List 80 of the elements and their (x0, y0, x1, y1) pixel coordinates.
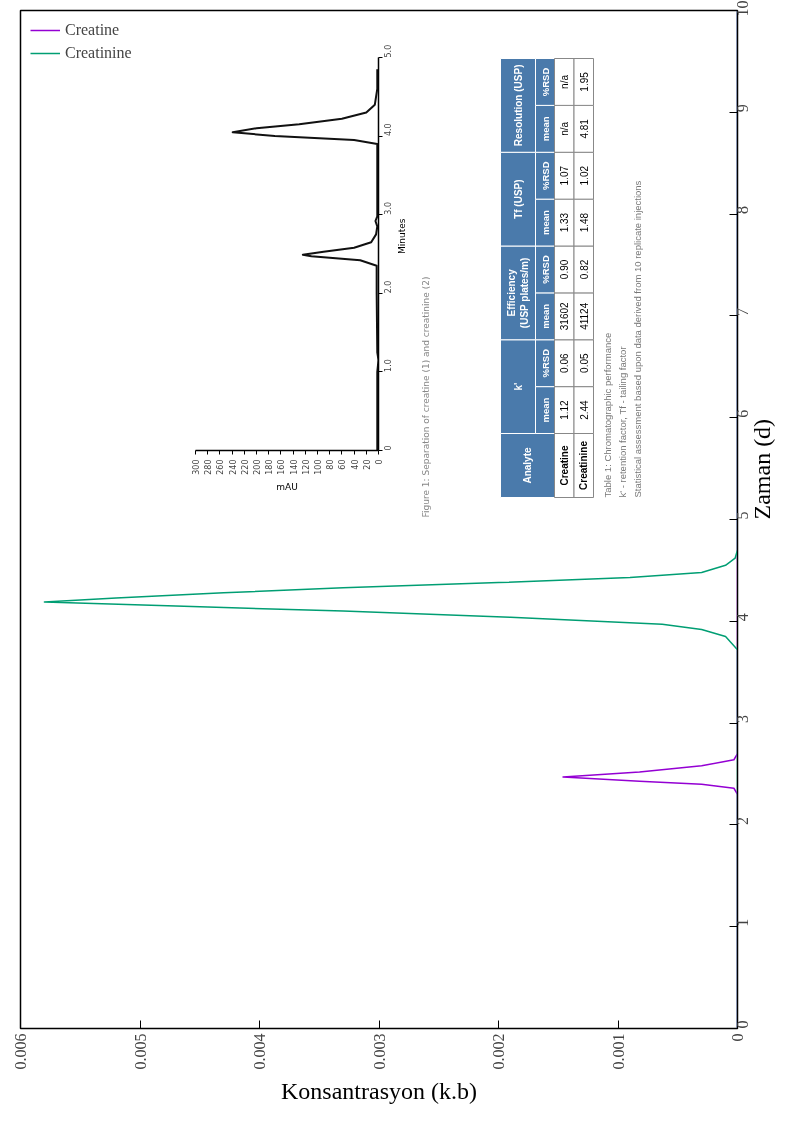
y-axis-title: Zaman (d) (748, 418, 775, 520)
x-tick-label: 180 (265, 459, 275, 475)
text: 4.81 (578, 119, 590, 139)
category-label: %RSD (539, 161, 551, 190)
text: 0.82 (578, 259, 590, 280)
x-tick-label: 80 (326, 459, 336, 470)
text: 1.07 (559, 165, 571, 186)
text: n/a (558, 121, 570, 136)
category-label: mean (539, 209, 551, 235)
y-tick-label: 9 (734, 104, 751, 113)
category-label: %RSD (539, 255, 551, 284)
annotation: Efficiency (USP plates/m) (506, 257, 530, 329)
annotation: Statistical assessment based upon data derived from 10 replicate injections (632, 180, 643, 498)
x-tick-label: 300 (192, 459, 201, 475)
annotation: Table 1: Chromatographic performance (602, 332, 613, 498)
x-tick-label: 160 (277, 459, 287, 475)
text: 1.95 (578, 72, 590, 92)
y-tick-label: 4 (734, 613, 751, 622)
annotation: Tf (USP) (512, 179, 524, 219)
x-tick-label: 100 (314, 459, 323, 475)
text: 41124 (578, 302, 590, 330)
y-tick-label: 1 (734, 918, 751, 927)
annotation: Resolution (USP) (512, 64, 524, 147)
y-tick-label: 2 (734, 816, 751, 825)
x-tick-label: 240 (228, 459, 238, 475)
category-label: %RSD (539, 348, 551, 378)
text: 0.05 (578, 353, 590, 373)
annotation: k' - retention factor, Tf - tailing factor (617, 346, 628, 498)
x-tick-label: 0.005 (131, 1033, 149, 1070)
x-tick-label: 20 (362, 459, 372, 470)
category-label: Creatine (558, 445, 570, 486)
y-tick-label: 0 (734, 1020, 751, 1029)
x-tick-label: 200 (253, 459, 262, 475)
category-label: mean (539, 116, 551, 142)
text: 0.90 (559, 259, 571, 280)
x-tick-label: 0.006 (12, 1033, 29, 1070)
y-tick-label: 3 (734, 715, 751, 724)
y-tick-label: 5 (734, 511, 751, 520)
y-tick-label: 0 (384, 445, 393, 451)
y-tick-label: 8 (734, 206, 751, 215)
category-label: mean (539, 303, 551, 329)
category-label: mean (539, 397, 551, 423)
text: 31602 (559, 302, 571, 331)
legend-label: Creatine (65, 21, 120, 39)
x-tick-label: 140 (289, 459, 299, 475)
y-tick-label: 4.0 (384, 123, 393, 137)
y-tick-label: 5.0 (384, 44, 393, 58)
y-tick-label: 1.0 (384, 359, 393, 372)
text: 1.02 (578, 165, 590, 186)
annotation: Analyte (522, 447, 533, 484)
x-tick-label: 260 (216, 459, 226, 475)
y-axis-title: Minutes (396, 218, 407, 254)
category-label: Creatinine (578, 441, 590, 490)
x-tick-label: 0 (375, 459, 384, 465)
text: 2.44 (578, 400, 590, 420)
text: 0.06 (559, 353, 571, 373)
text: n/a (558, 74, 570, 89)
x-tick-label: 0.004 (251, 1033, 268, 1070)
x-tick-label: 280 (204, 459, 214, 475)
text: 1.12 (559, 400, 571, 420)
text: 1.48 (578, 212, 590, 233)
x-axis-title: mAU (276, 481, 298, 492)
x-tick-label: 40 (350, 459, 360, 470)
x-tick-label: 0.003 (370, 1033, 388, 1070)
y-tick-label: 6 (734, 409, 751, 418)
text: 1.33 (559, 212, 571, 233)
y-tick-label: 2.0 (384, 280, 393, 294)
annotation: k' (512, 382, 524, 391)
x-tick-label: 0.001 (609, 1033, 627, 1070)
x-tick-label: 0.002 (490, 1033, 507, 1070)
x-tick-label: 220 (240, 459, 250, 475)
x-tick-label: 60 (338, 459, 348, 470)
x-axis-title: Konsantrasyon (k.b) (281, 1077, 477, 1104)
category-label: %RSD (539, 67, 551, 97)
legend-label: Creatinine (65, 44, 132, 62)
annotation: Figure 1: Separation of creatine (1) and creatinine (2) (420, 276, 431, 518)
y-tick-label: 3.0 (384, 201, 393, 215)
y-tick-label: 10 (734, 0, 751, 17)
x-tick-label: 120 (301, 459, 311, 475)
y-tick-label: 7 (734, 307, 751, 316)
